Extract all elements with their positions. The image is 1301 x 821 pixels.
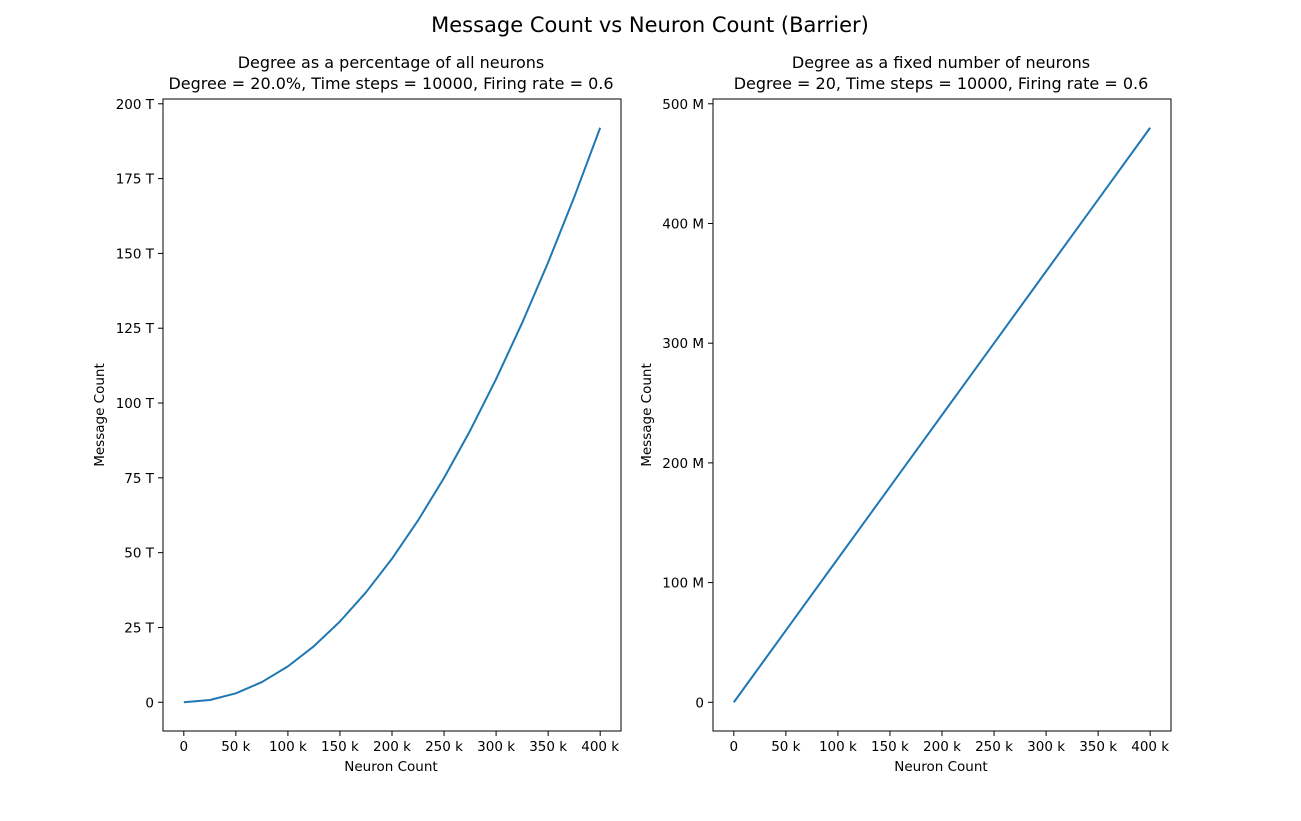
right-plot-y-tick-label: 0: [695, 695, 704, 711]
right-plot-x-axis-label: Neuron Count: [894, 759, 987, 775]
left-plot-y-tick-label: 150 T: [116, 246, 155, 262]
left-plot-y-axis-label: Message Count: [92, 363, 108, 467]
right-plot-x-tick-label: 350 k: [1079, 739, 1117, 755]
left-plot-x-tick-label: 350 k: [529, 739, 567, 755]
left-plot-y-tick-label: 125 T: [116, 321, 155, 337]
left-plot-y-tick-label: 100 T: [116, 396, 155, 412]
left-plot-x-tick-label: 100 k: [269, 739, 307, 755]
right-plot-x-tick-label: 250 k: [975, 739, 1013, 755]
right-plot-y-tick-label: 200 M: [662, 456, 704, 472]
right-plot-x-tick-label: 0: [730, 739, 739, 755]
right-plot-y-tick-label: 300 M: [662, 336, 704, 352]
right-plot-y-tick-label: 400 M: [662, 216, 704, 232]
right-plot-x-tick-label: 50 k: [771, 739, 800, 755]
right-plot-x-tick-label: 300 k: [1027, 739, 1065, 755]
right-plot-y-tick-label: 500 M: [662, 97, 704, 113]
right-plot-x-tick-label: 150 k: [871, 739, 909, 755]
right-plot-subtitle: Degree = 20, Time steps = 10000, Firing …: [734, 74, 1149, 93]
left-plot-y-tick-label: 75 T: [124, 471, 154, 487]
left-plot-y-tick-label: 200 T: [116, 97, 155, 113]
left-plot-x-tick-label: 50 k: [221, 739, 250, 755]
left-plot-y-tick-label: 50 T: [124, 546, 154, 562]
right-plot-x-tick-label: 400 k: [1131, 739, 1169, 755]
left-plot-x-axis-label: Neuron Count: [344, 759, 437, 775]
right-plot-y-tick-label: 100 M: [662, 576, 704, 592]
left-plot-series-line-0: [183, 127, 602, 704]
right-plot-series-line-0: [733, 127, 1151, 703]
left-plot-x-tick-label: 150 k: [321, 739, 359, 755]
left-plot-title: Degree as a percentage of all neurons: [238, 53, 545, 72]
right-plot: Degree as a fixed number of neurons Degr…: [639, 53, 1172, 775]
left-plot-x-tick-label: 200 k: [373, 739, 411, 755]
left-plot-y-tick-label: 175 T: [116, 172, 155, 188]
left-plot-x-tick-label: 0: [180, 739, 189, 755]
right-plot-title: Degree as a fixed number of neurons: [792, 53, 1090, 72]
right-plot-x-tick-label: 200 k: [923, 739, 961, 755]
right-plot-x-tick-label: 100 k: [819, 739, 857, 755]
left-plot: Degree as a percentage of all neurons De…: [92, 53, 622, 775]
left-plot-x-tick-label: 250 k: [425, 739, 463, 755]
left-plot-subtitle: Degree = 20.0%, Time steps = 10000, Firi…: [168, 74, 613, 93]
left-plot-x-tick-label: 300 k: [477, 739, 515, 755]
left-plot-axes-frame: [162, 98, 622, 732]
left-plot-x-tick-label: 400 k: [581, 739, 619, 755]
left-plot-y-tick-label: 25 T: [124, 620, 154, 636]
right-plot-y-axis-label: Message Count: [639, 363, 655, 467]
figure-title: Message Count vs Neuron Count (Barrier): [431, 13, 869, 37]
left-plot-y-tick-label: 0: [145, 695, 154, 711]
